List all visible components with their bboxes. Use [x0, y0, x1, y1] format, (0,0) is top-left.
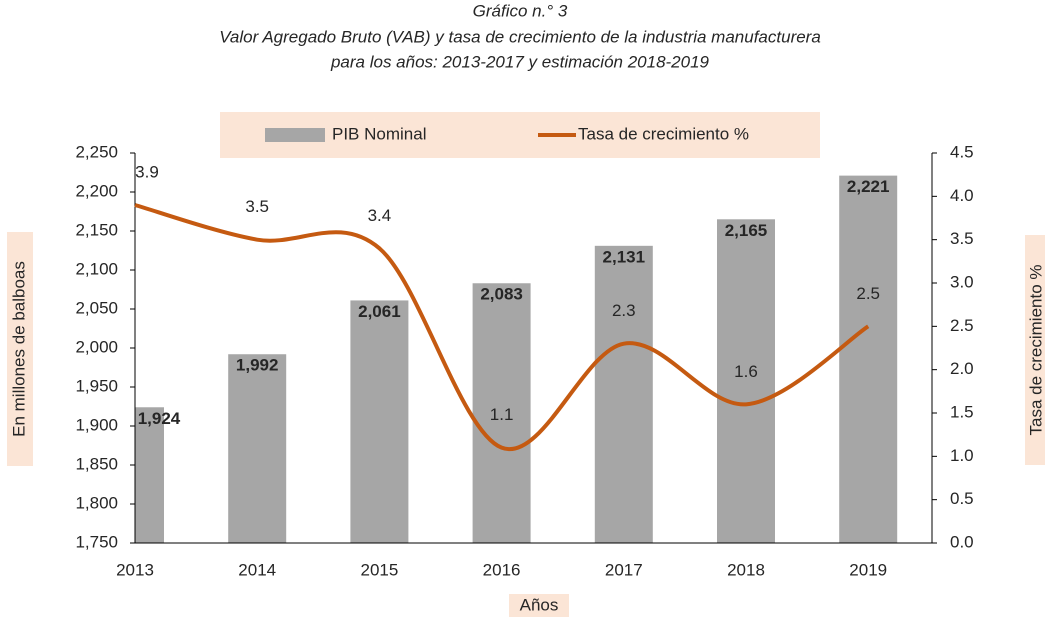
- bar-value-label: 2,221: [847, 177, 890, 196]
- chart-subtitle: para los años: 2013-2017 y estimación 20…: [330, 52, 710, 71]
- bar-value-label: 2,083: [480, 285, 523, 304]
- bar: [228, 354, 287, 543]
- y-tick-label: 1,800: [75, 493, 118, 512]
- line-series: [134, 203, 870, 452]
- bar-value-label: 2,061: [358, 302, 401, 321]
- line-value-label: 2.3: [612, 301, 636, 320]
- y2-label-box: [1025, 235, 1045, 465]
- bar: [594, 245, 653, 543]
- legend-label: Tasa de crecimiento %: [578, 124, 749, 143]
- y-tick-label: 2,250: [75, 142, 118, 161]
- x-tick-label: 2018: [727, 560, 765, 579]
- y-tick-label: 2,100: [75, 259, 118, 278]
- chart-subtitle: Valor Agregado Bruto (VAB) y tasa de cre…: [219, 27, 821, 46]
- legend-label: PIB Nominal: [332, 124, 426, 143]
- plot: [135, 175, 898, 543]
- bar: [717, 219, 775, 543]
- y-label-box: [7, 232, 33, 466]
- line-value-label: 3.9: [135, 162, 159, 181]
- bar-value-label: 1,924: [138, 409, 181, 428]
- x-tick-label: 2017: [605, 560, 643, 579]
- y-tick-label: 2,150: [75, 220, 118, 239]
- y2-tick-label: 1.5: [950, 402, 974, 421]
- y2-tick-label: 4.0: [950, 186, 974, 205]
- x-axis-label: Años: [520, 595, 559, 614]
- y-tick-label: 1,750: [75, 532, 118, 551]
- legend-swatch: [265, 128, 325, 142]
- y2-axis-label: Tasa de crecimiento %: [1026, 264, 1045, 435]
- line-value-label: 1.6: [734, 362, 758, 381]
- y2-tick-label: 2.5: [950, 316, 974, 335]
- bar: [472, 283, 531, 543]
- bar: [135, 407, 164, 543]
- x-tick-label: 2019: [849, 560, 887, 579]
- x-tick-label: 2016: [483, 560, 521, 579]
- y2-tick-label: 3.5: [950, 229, 974, 248]
- bar-value-label: 2,131: [603, 247, 646, 266]
- bar-value-label: 1,992: [236, 356, 279, 375]
- chart-title: Gráfico n.° 3: [473, 1, 568, 20]
- bar: [350, 300, 409, 543]
- x-label-box: [509, 594, 569, 617]
- y2-tick-label: 4.5: [950, 142, 974, 161]
- x-tick-label: 2013: [116, 560, 154, 579]
- y2-tick-label: 1.0: [950, 446, 974, 465]
- line-value-label: 1.1: [490, 405, 514, 424]
- y2-tick-label: 2.0: [950, 359, 974, 378]
- y-tick-label: 2,200: [75, 181, 118, 200]
- y2-tick-label: 3.0: [950, 272, 974, 291]
- x-tick-label: 2014: [238, 560, 276, 579]
- y-tick-label: 1,850: [75, 454, 118, 473]
- y-tick-label: 2,050: [75, 298, 118, 317]
- y-axis-label: En millones de balboas: [9, 261, 28, 437]
- y-tick-label: 1,950: [75, 376, 118, 395]
- bar-value-label: 2,165: [725, 221, 768, 240]
- y2-tick-label: 0.5: [950, 489, 974, 508]
- line-value-label: 3.5: [245, 197, 269, 216]
- y-tick-label: 2,000: [75, 337, 118, 356]
- x-tick-label: 2015: [360, 560, 398, 579]
- line-value-label: 2.5: [856, 284, 880, 303]
- y2-tick-label: 0.0: [950, 532, 974, 551]
- y-tick-label: 1,900: [75, 415, 118, 434]
- bar: [839, 175, 898, 543]
- line-value-label: 3.4: [368, 206, 392, 225]
